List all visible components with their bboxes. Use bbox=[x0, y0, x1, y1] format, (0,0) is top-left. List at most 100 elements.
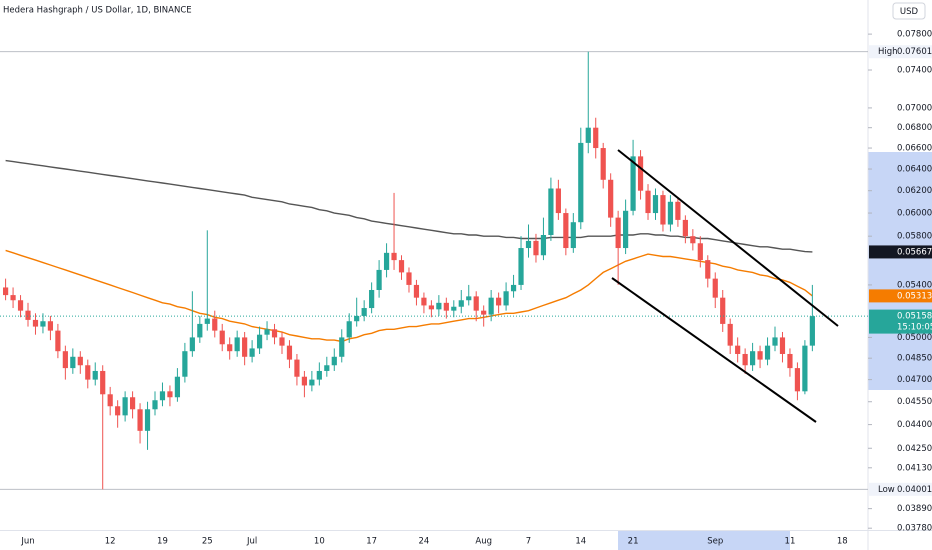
candle-body bbox=[204, 318, 210, 324]
y-tick-label: 0.03890000 bbox=[897, 504, 932, 514]
candle-body bbox=[720, 297, 726, 324]
candle-body bbox=[234, 337, 240, 352]
y-tick-label: 0.06600000 bbox=[897, 144, 932, 154]
candle-body bbox=[55, 330, 61, 352]
candle-body bbox=[40, 321, 46, 327]
candle-body bbox=[503, 291, 509, 306]
candle-body bbox=[115, 406, 121, 416]
moving-average bbox=[5, 249, 813, 343]
candle-body bbox=[518, 248, 524, 285]
overlay-price-box bbox=[869, 245, 932, 259]
moving-average bbox=[5, 159, 813, 253]
candle-body bbox=[10, 295, 16, 301]
y-tick-label: 0.05800000 bbox=[897, 232, 932, 242]
x-tick-label: 24 bbox=[419, 537, 430, 547]
x-tick-label: 21 bbox=[628, 537, 639, 547]
x-tick-label: 25 bbox=[202, 537, 213, 547]
candle-body bbox=[32, 319, 39, 327]
candle-body bbox=[496, 297, 502, 306]
candle-body bbox=[794, 368, 801, 392]
candle-body bbox=[219, 330, 225, 345]
candle-body bbox=[593, 127, 599, 149]
candle-body bbox=[742, 353, 748, 366]
candle-body bbox=[705, 260, 711, 279]
x-tick-label: 17 bbox=[366, 537, 377, 547]
candle-body bbox=[712, 278, 718, 298]
candle-body bbox=[301, 376, 307, 386]
trend-line-upper[interactable] bbox=[617, 149, 839, 327]
candle-body bbox=[466, 296, 472, 301]
candle-body bbox=[174, 376, 181, 398]
candle-body bbox=[137, 409, 143, 431]
y-tick-label: 0.03780000 bbox=[897, 524, 932, 534]
candle-body bbox=[413, 284, 420, 298]
candle-body bbox=[600, 148, 606, 180]
candle-body bbox=[77, 356, 83, 366]
candle-body bbox=[570, 222, 576, 249]
candle-body bbox=[242, 337, 248, 357]
low-label-box bbox=[869, 482, 932, 496]
x-tick-label: 12 bbox=[105, 537, 116, 547]
axis-selection bbox=[868, 152, 932, 390]
candle-body bbox=[809, 316, 815, 346]
y-tick-label: 0.06000000 bbox=[897, 209, 932, 219]
candle-body bbox=[182, 351, 188, 377]
candle-body bbox=[144, 409, 151, 431]
candle-body bbox=[697, 243, 703, 261]
candle-body bbox=[17, 300, 24, 311]
candle-body bbox=[540, 235, 547, 256]
candle-body bbox=[25, 310, 31, 320]
candle-body bbox=[383, 252, 390, 270]
candle-body bbox=[398, 260, 405, 273]
y-tick-label: 0.04700000 bbox=[897, 375, 932, 385]
candle-body bbox=[279, 337, 285, 346]
candle-body bbox=[525, 240, 532, 249]
trend-line-lower[interactable] bbox=[611, 277, 817, 423]
candle-body bbox=[47, 321, 54, 331]
candle-body bbox=[152, 400, 158, 410]
candle-body bbox=[212, 318, 218, 331]
y-tick-label: 0.05400000 bbox=[897, 280, 932, 290]
candle-body bbox=[92, 370, 98, 380]
candle-body bbox=[346, 321, 352, 338]
x-tick-label: Jul bbox=[246, 537, 257, 547]
candle-body bbox=[309, 379, 315, 386]
candle-body bbox=[354, 315, 360, 322]
high-value: 0.07601298 bbox=[897, 47, 932, 57]
x-tick-label: Aug bbox=[475, 537, 492, 547]
candle-body bbox=[286, 345, 293, 360]
candle-body bbox=[443, 302, 449, 311]
y-tick-label: 0.04850000 bbox=[897, 354, 932, 364]
x-tick-label: 10 bbox=[314, 537, 325, 547]
candle-body bbox=[458, 300, 464, 307]
currency[interactable]: USD bbox=[900, 7, 919, 17]
time-selection bbox=[618, 531, 790, 550]
candle-body bbox=[548, 188, 554, 236]
candle-body bbox=[436, 302, 442, 310]
countdown: 15:10:05 bbox=[897, 323, 932, 333]
high-label-box bbox=[869, 45, 932, 59]
candle-body bbox=[772, 337, 778, 346]
candle-body bbox=[675, 201, 681, 220]
candle-body bbox=[316, 370, 322, 380]
candle-body bbox=[682, 219, 688, 237]
candle-body bbox=[197, 323, 203, 338]
candle-body bbox=[256, 334, 263, 349]
x-tick-label: Jun bbox=[20, 537, 34, 547]
candle-body bbox=[623, 210, 629, 249]
y-tick-label: 0.04400000 bbox=[897, 420, 932, 430]
candle-body bbox=[615, 217, 621, 249]
candle-body bbox=[189, 337, 195, 352]
last-price-box bbox=[869, 309, 932, 334]
candle-body bbox=[578, 142, 584, 223]
candle-body bbox=[428, 305, 434, 310]
plot-area bbox=[0, 51, 868, 490]
candle-body bbox=[391, 252, 397, 261]
candle-body bbox=[271, 329, 278, 338]
candle-body bbox=[750, 351, 756, 366]
overlay-price-box bbox=[869, 289, 932, 303]
currency-button[interactable] bbox=[892, 2, 926, 20]
chart-title: Hedera Hashgraph / US Dollar, 1D, BINANC… bbox=[3, 6, 192, 16]
candle-body bbox=[324, 365, 330, 371]
